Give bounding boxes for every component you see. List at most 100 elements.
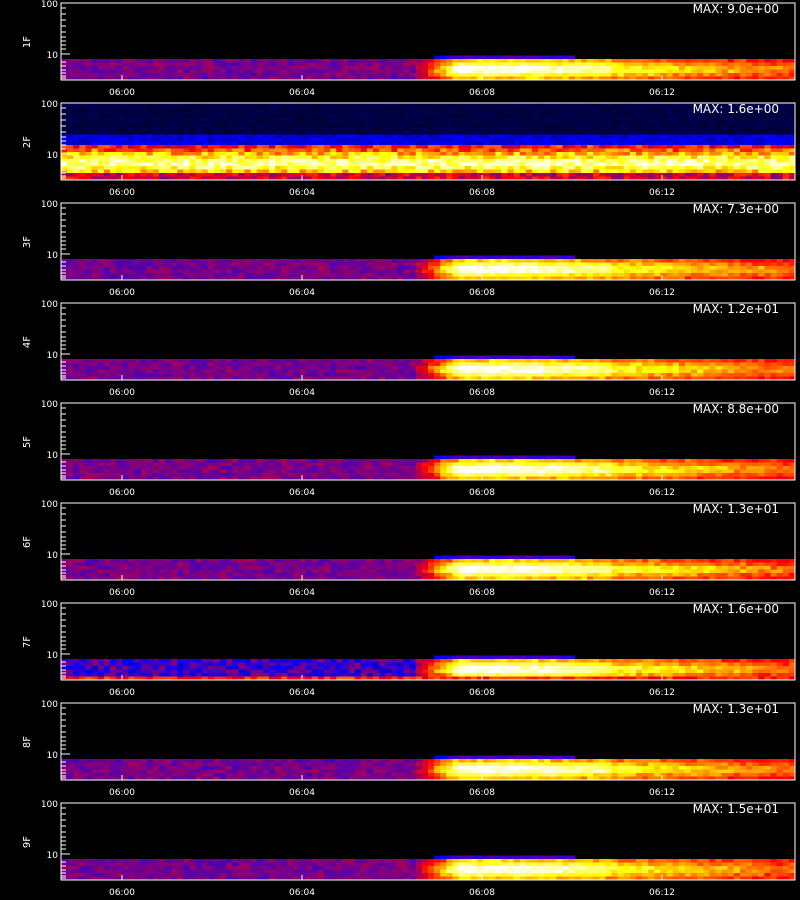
heatmap-cell: [366, 273, 374, 277]
heatmap-cell: [140, 59, 148, 63]
heatmap-cell: [764, 162, 771, 167]
heatmap-cell: [776, 366, 784, 370]
heatmap-cell: [764, 73, 771, 77]
heatmap-cell: [587, 131, 594, 135]
heatmap-cell: [489, 76, 496, 81]
heatmap-cell: [189, 259, 196, 263]
heatmap-cell: [550, 155, 557, 160]
heatmap-cell: [213, 124, 221, 128]
heatmap-cell: [238, 148, 245, 153]
heatmap-cell: [550, 255, 557, 260]
heatmap-cell: [531, 159, 539, 163]
heatmap-cell: [599, 73, 606, 77]
heatmap-cell: [379, 162, 386, 167]
heatmap-cell: [660, 76, 667, 81]
heatmap-cell: [305, 76, 313, 81]
heatmap-cell: [391, 141, 398, 146]
heatmap-cell: [348, 76, 355, 81]
heatmap-cell: [733, 131, 741, 135]
heatmap-cell: [428, 162, 435, 167]
heatmap-cell: [281, 141, 288, 146]
heatmap-cell: [268, 148, 276, 153]
heatmap-cell: [385, 366, 392, 370]
heatmap-cell: [324, 113, 331, 118]
heatmap-cell: [275, 124, 282, 128]
heatmap-cell: [262, 276, 270, 281]
heatmap-cell: [207, 362, 215, 367]
heatmap-cell: [293, 141, 300, 146]
heatmap-cell: [250, 138, 258, 142]
heatmap-cell: [366, 376, 374, 381]
heatmap-cell: [238, 73, 245, 77]
heatmap-cell: [183, 373, 190, 377]
heatmap-cell: [642, 76, 649, 81]
heatmap-cell: [195, 69, 203, 74]
heatmap-cell: [134, 376, 141, 381]
heatmap-cell: [599, 176, 606, 181]
heatmap-cell: [183, 66, 190, 70]
heatmap-cell: [275, 152, 282, 156]
heatmap-cell: [116, 266, 123, 270]
heatmap-cell: [262, 176, 270, 181]
heatmap-cell: [476, 73, 484, 77]
heatmap-cell: [330, 362, 337, 367]
heatmap-cell: [672, 66, 680, 70]
heatmap-cell: [629, 273, 637, 277]
heatmap-cell: [354, 155, 362, 160]
heatmap-cell: [354, 103, 362, 107]
heatmap-cell: [684, 269, 692, 274]
heatmap-cell: [281, 362, 288, 367]
heatmap-cell: [128, 162, 135, 167]
heatmap-cell: [470, 148, 478, 153]
heatmap-cell: [666, 159, 674, 163]
heatmap-cell: [116, 373, 123, 377]
heatmap-cell: [654, 103, 661, 107]
heatmap-cell: [189, 62, 196, 67]
heatmap-cell: [458, 359, 466, 363]
heatmap-cell: [397, 117, 404, 121]
heatmap-cell: [733, 152, 741, 156]
heatmap-cell: [501, 169, 508, 174]
heatmap-cell: [403, 120, 411, 125]
heatmap-cell: [293, 76, 300, 81]
heatmap-cell: [140, 103, 148, 107]
heatmap-cell: [226, 262, 233, 267]
heatmap-cell: [220, 148, 227, 153]
heatmap-cell: [697, 134, 704, 139]
heatmap-cell: [207, 138, 215, 142]
heatmap-cell: [434, 152, 441, 156]
heatmap-cell: [158, 152, 166, 156]
heatmap-cell: [776, 62, 784, 67]
heatmap-cell: [464, 255, 472, 260]
heatmap-cell: [727, 62, 735, 67]
heatmap-cell: [642, 373, 649, 377]
heatmap-cell: [574, 155, 582, 160]
heatmap-cell: [519, 69, 527, 74]
heatmap-cell: [635, 176, 643, 181]
heatmap-cell: [556, 148, 563, 153]
heatmap-cell: [293, 117, 300, 121]
heatmap-cells-4f: [61, 355, 796, 381]
heatmap-cell: [73, 259, 80, 263]
heatmap-cell: [342, 106, 349, 111]
heatmap-cell: [262, 76, 270, 81]
heatmap-cell: [458, 355, 466, 360]
heatmap-cell: [379, 362, 386, 367]
heatmap-cell: [788, 62, 796, 67]
heatmap-cell: [79, 110, 86, 114]
heatmap-cell: [464, 162, 472, 167]
heatmap-cell: [458, 373, 466, 377]
heatmap-cell: [177, 117, 184, 121]
heatmap-cell: [617, 159, 625, 163]
heatmap-cell: [605, 155, 612, 160]
heatmap-cell: [128, 362, 135, 367]
heatmap-cell: [672, 138, 680, 142]
heatmap-cell: [232, 73, 239, 77]
heatmap-cell: [158, 66, 166, 70]
heatmap-cell: [568, 117, 576, 121]
heatmap-cell: [654, 62, 661, 67]
heatmap-cell: [770, 276, 778, 281]
heatmap-cell: [580, 141, 588, 146]
heatmap-cell: [764, 103, 771, 107]
heatmap-cell: [366, 117, 374, 121]
